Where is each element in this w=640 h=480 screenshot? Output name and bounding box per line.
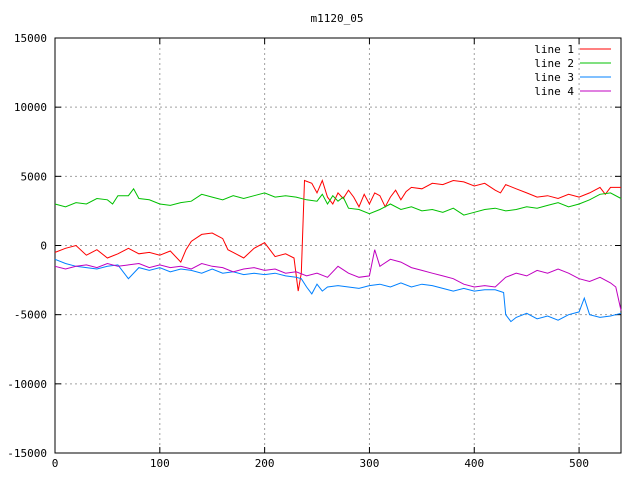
grid [55, 38, 621, 453]
series-line-1 [54, 179, 621, 292]
x-tick-label: 500 [569, 457, 589, 470]
y-tick-label: -15000 [7, 447, 47, 460]
chart-title: m1120_05 [311, 12, 364, 25]
series-line-3 [54, 258, 622, 323]
legend-label-2: line 2 [534, 57, 574, 70]
legend-label-4: line 4 [534, 85, 574, 98]
series-line-2 [54, 187, 622, 216]
x-tick-label: 200 [255, 457, 275, 470]
x-tick-label: 0 [52, 457, 59, 470]
y-tick-label: 15000 [14, 32, 47, 45]
x-tick-label: 300 [360, 457, 380, 470]
legend-label-1: line 1 [534, 43, 574, 56]
y-tick-label: 0 [40, 240, 47, 253]
x-tick-label: 100 [150, 457, 170, 470]
legend-label-3: line 3 [534, 71, 574, 84]
x-tick-label: 400 [464, 457, 484, 470]
y-axis-ticks: -15000 -10000 -5000 0 5000 10000 15000 [7, 32, 621, 460]
y-tick-label: 5000 [21, 170, 48, 183]
x-axis-ticks: 0 100 200 300 400 500 [52, 38, 589, 470]
series-line-4 [54, 249, 622, 311]
y-tick-label: -5000 [14, 309, 47, 322]
y-tick-label: 10000 [14, 101, 47, 114]
series-group [54, 179, 622, 323]
y-tick-label: -10000 [7, 378, 47, 391]
